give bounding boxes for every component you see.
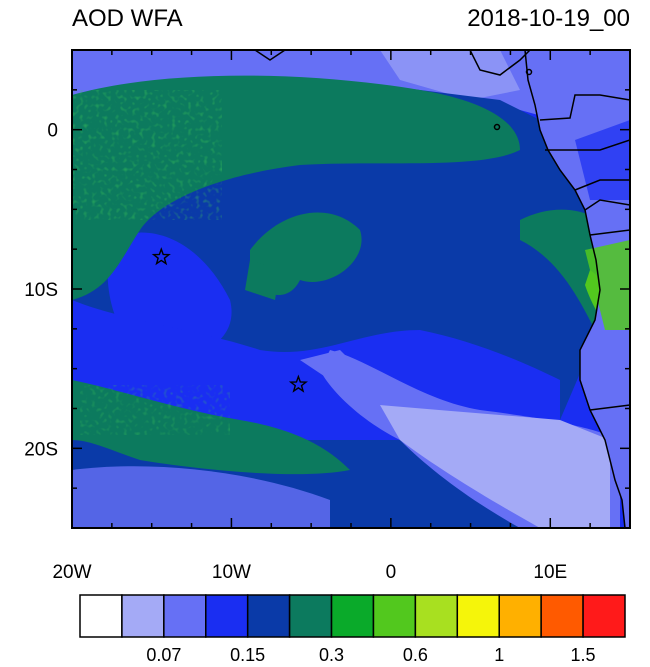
coastline bbox=[254, 50, 630, 528]
star-marker bbox=[288, 374, 308, 393]
map-timestamp: 2018-10-19_00 bbox=[467, 5, 630, 32]
colorbar-label: 0.15 bbox=[230, 645, 265, 665]
colorbar-box bbox=[288, 594, 333, 638]
colorbar-label: 0.3 bbox=[319, 645, 344, 665]
axis-ticks bbox=[71, 49, 631, 529]
colorbar-label: 0.07 bbox=[146, 645, 181, 665]
aod-field bbox=[72, 50, 630, 528]
colorbar-label: 0.6 bbox=[403, 645, 428, 665]
colorbar-box bbox=[414, 594, 459, 638]
colorbar-box bbox=[79, 594, 123, 638]
colorbar-box bbox=[246, 594, 291, 638]
star-marker bbox=[151, 247, 171, 266]
colorbar-box bbox=[540, 594, 584, 638]
colorbar-box bbox=[498, 594, 542, 638]
lon-tick-label: 0 bbox=[386, 562, 397, 583]
lon-tick-label: 20W bbox=[52, 562, 91, 583]
lat-tick-label: 10S bbox=[24, 280, 58, 301]
colorbar-box bbox=[205, 594, 249, 638]
colorbar-box bbox=[456, 594, 500, 638]
colorbar-box bbox=[582, 594, 626, 638]
colorbar-label: 1 bbox=[494, 645, 504, 665]
colorbar-label: 1.5 bbox=[571, 645, 596, 665]
axis-tick-labels: 20W 10W 0 10E 0 10S 20S bbox=[24, 121, 567, 583]
lon-tick-label: 10E bbox=[533, 562, 567, 583]
colorbar: 0.07 0.15 0.3 0.6 1 1.5 bbox=[79, 594, 626, 665]
colorbar-box bbox=[372, 594, 417, 638]
lat-tick-label: 20S bbox=[24, 439, 58, 460]
marker-layer bbox=[151, 247, 308, 393]
lat-tick-label: 0 bbox=[47, 121, 58, 142]
lon-tick-label: 10W bbox=[212, 562, 251, 583]
map-title: AOD WFA bbox=[72, 5, 183, 32]
colorbar-box bbox=[121, 594, 165, 638]
colorbar-box bbox=[163, 594, 207, 638]
colorbar-box bbox=[330, 594, 375, 638]
